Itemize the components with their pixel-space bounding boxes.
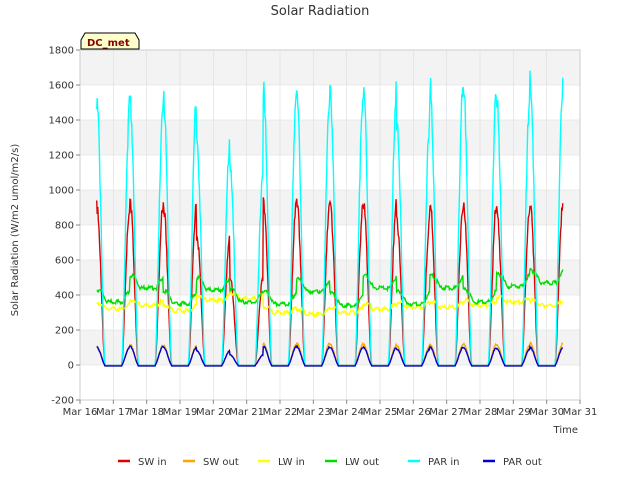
x-tick-label: Mar 18	[129, 407, 164, 418]
y-tick-label: 1000	[49, 186, 74, 197]
x-tick-label: Mar 22	[263, 407, 298, 418]
y-tick-label: 1400	[49, 116, 74, 127]
x-tick-label: Mar 31	[563, 407, 598, 418]
series-line-lw-out	[96, 267, 564, 309]
y-tick-label: 600	[55, 256, 74, 267]
x-tick-label: Mar 28	[463, 407, 498, 418]
series-group	[96, 70, 564, 367]
legend-label: SW out	[203, 457, 239, 468]
series-line-par-out	[96, 344, 564, 367]
y-tick-label: 800	[55, 221, 74, 232]
y-axis-label: Solar Radiation (W/m2 umol/m2/s)	[10, 144, 21, 317]
x-tick-label: Mar 30	[529, 407, 564, 418]
x-tick-label: Mar 25	[363, 407, 398, 418]
y-tick-label: 1800	[49, 46, 74, 57]
x-tick-label: Mar 27	[429, 407, 464, 418]
y-tick-label: 0	[68, 361, 74, 372]
x-tick-label: Mar 19	[163, 407, 198, 418]
y-tick-label: 1600	[49, 81, 74, 92]
x-axis-label: Time	[553, 425, 578, 436]
y-tick-label: 1200	[49, 151, 74, 162]
grid-band	[80, 190, 580, 225]
x-tick-label: Mar 20	[196, 407, 231, 418]
y-tick-label: 400	[55, 291, 74, 302]
x-tick-label: Mar 23	[296, 407, 331, 418]
badge-label: DC_met	[87, 38, 130, 49]
legend-label: PAR in	[428, 457, 459, 468]
badge-box	[80, 32, 140, 50]
series-line-lw-in	[96, 290, 564, 318]
x-tick-label: Mar 21	[229, 407, 264, 418]
x-tick-label: Mar 26	[396, 407, 431, 418]
legend-label: SW in	[138, 457, 167, 468]
legend-label: PAR out	[503, 457, 542, 468]
grid-band	[80, 50, 580, 85]
y-axis-ticks: -200 0 200 400 600 800 1000 1200 1400 1600 1800	[49, 46, 80, 407]
x-tick-label: Mar 16	[63, 407, 98, 418]
legend: SW in SW out LW in LW out PAR in PAR out	[118, 457, 542, 468]
station-badge: DC_met	[80, 32, 140, 50]
legend-label: LW out	[345, 457, 379, 468]
x-tick-label: Mar 24	[329, 407, 364, 418]
grid-band	[80, 120, 580, 155]
x-tick-label: Mar 29	[496, 407, 531, 418]
x-tick-label: Mar 17	[96, 407, 131, 418]
y-tick-label: -200	[51, 396, 74, 407]
legend-label: LW in	[278, 457, 305, 468]
y-tick-label: 200	[55, 326, 74, 337]
chart-title: Solar Radiation	[271, 4, 370, 19]
